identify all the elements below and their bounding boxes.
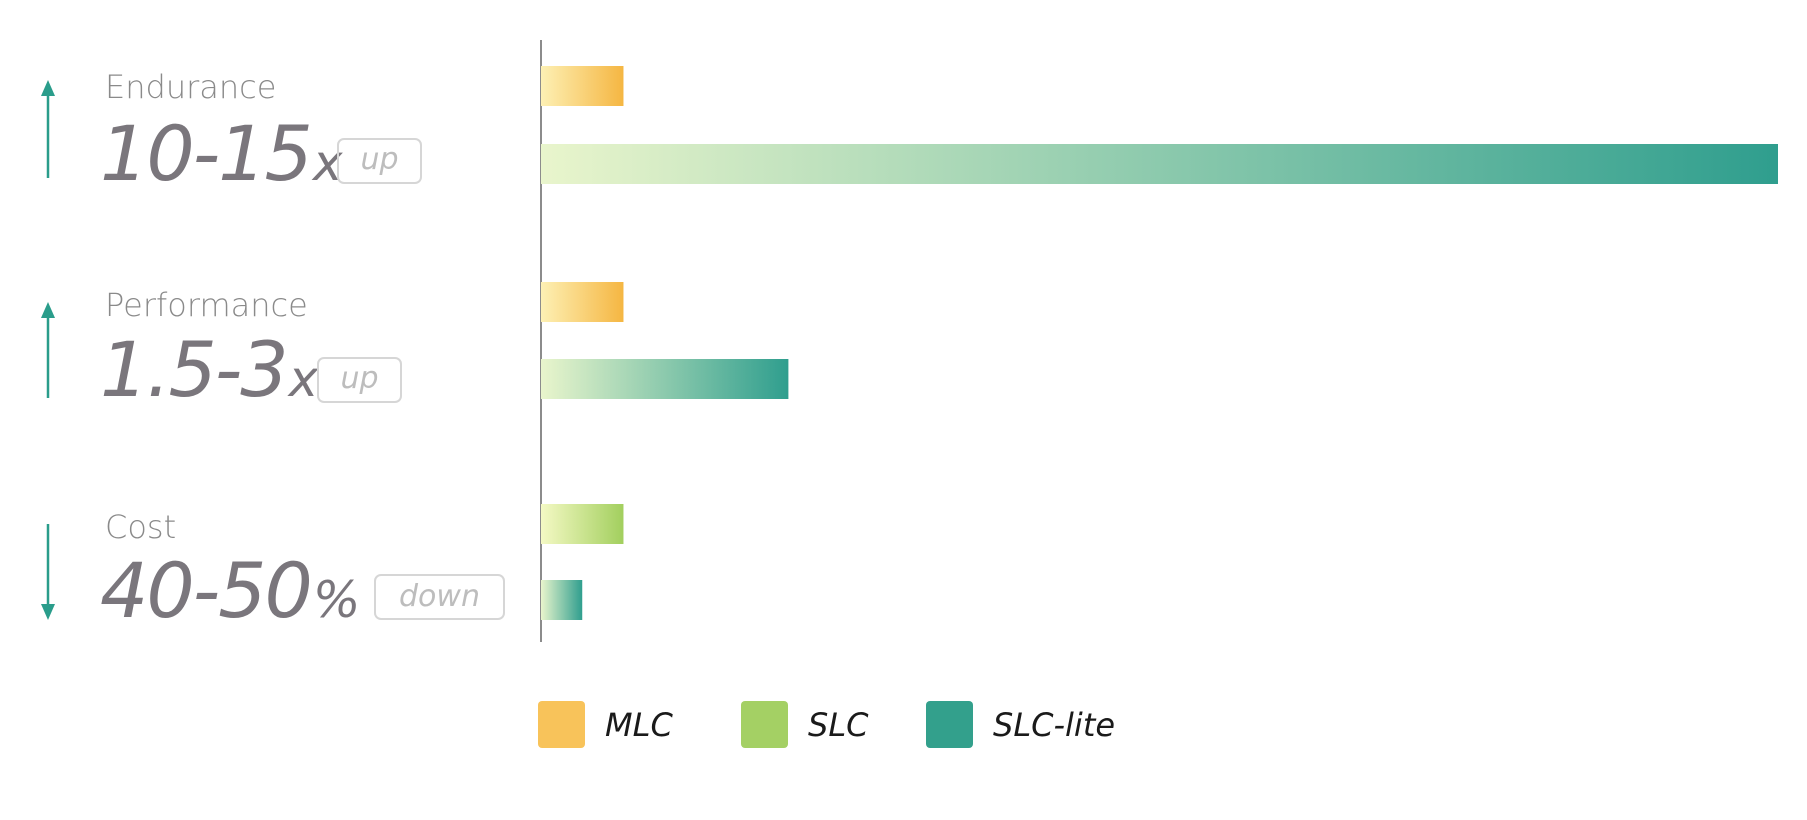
direction-badge-text: up	[360, 142, 398, 177]
metric-label: Endurance	[105, 68, 276, 106]
bar-endurance-slc-lite	[541, 144, 1778, 184]
metric-value: 40-50%	[100, 546, 358, 635]
bar-cost-slc-lite	[541, 580, 583, 620]
up-arrow-head-icon	[41, 80, 55, 96]
metric-cost: Cost 40-50% down	[41, 508, 505, 635]
legend-swatch-slc	[741, 701, 788, 748]
bar-performance-mlc	[541, 282, 624, 322]
legend-label-slc-lite: SLC-lite	[993, 706, 1115, 744]
bar-endurance-mlc	[541, 66, 624, 106]
direction-badge	[317, 357, 402, 403]
metric-endurance: Endurance 10-15x up	[41, 68, 422, 198]
metric-performance: Performance 1.5-3x up	[41, 286, 402, 414]
up-arrow-head-icon	[41, 302, 55, 318]
metric-value: 10-15x	[100, 109, 343, 198]
bars-group	[541, 66, 1778, 620]
metric-value: 1.5-3x	[100, 325, 319, 414]
direction-badge-text: down	[399, 579, 480, 614]
legend: MLC SLC SLC-lite	[538, 701, 1115, 748]
metric-label: Performance	[105, 286, 308, 324]
legend-label-mlc: MLC	[605, 706, 673, 744]
bar-cost-slc	[541, 504, 624, 544]
direction-badge-text: up	[340, 361, 378, 396]
legend-swatch-mlc	[538, 701, 585, 748]
down-arrow-head-icon	[41, 604, 55, 620]
direction-badge	[337, 138, 422, 184]
legend-swatch-slc-lite	[926, 701, 973, 748]
metric-label: Cost	[105, 508, 176, 546]
legend-label-slc: SLC	[808, 706, 869, 744]
bar-performance-slc-lite	[541, 359, 789, 399]
direction-badge	[374, 574, 505, 620]
